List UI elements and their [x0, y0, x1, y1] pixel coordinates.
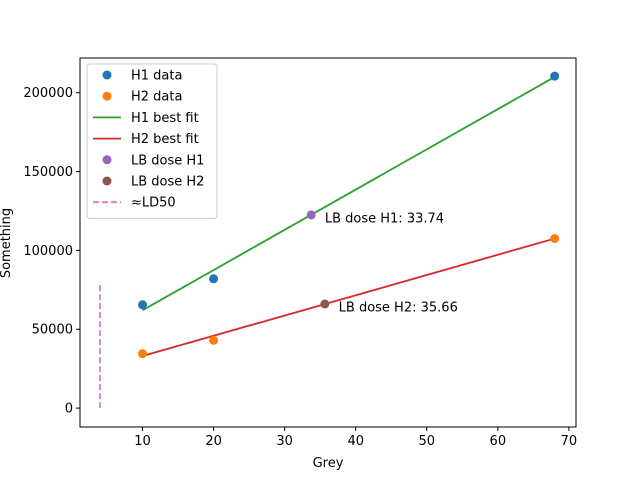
annotation-label: LB dose H1: 33.74	[325, 212, 444, 227]
point-h1-data	[138, 300, 148, 310]
point-lb-dose-h1	[306, 210, 316, 220]
x-tick-label: 10	[134, 434, 151, 449]
legend-entry: LB dose H1	[131, 153, 204, 168]
legend-marker	[102, 91, 112, 101]
x-tick-label: 20	[205, 434, 222, 449]
legend-entry: H2 best fit	[131, 132, 199, 147]
legend-entry: ≈LD50	[131, 196, 176, 211]
y-tick-label: 150000	[23, 165, 73, 180]
annotation-label: LB dose H2: 35.66	[339, 301, 458, 316]
legend-entry: LB dose H2	[131, 175, 204, 190]
x-tick-label: 70	[561, 434, 578, 449]
y-axis-ticks: 0 50000 100000 150000 200000	[23, 86, 80, 417]
point-h1-data	[550, 71, 560, 81]
legend-box	[86, 63, 218, 219]
legend-entry: H2 data	[131, 90, 182, 105]
legend: H1 data H2 data H1 best fit H2 best fit LB d…	[86, 63, 218, 219]
y-tick-label: 100000	[23, 244, 73, 259]
x-axis-ticks: 10 20 30 40 50 60 70	[134, 427, 577, 449]
y-tick-label: 0	[65, 402, 73, 417]
legend-entry: H1 best fit	[131, 111, 199, 126]
point-h2-data	[550, 234, 560, 244]
x-tick-label: 40	[347, 434, 364, 449]
legend-marker	[102, 155, 112, 165]
legend-marker	[102, 70, 112, 80]
series-layer	[98, 71, 560, 409]
point-h2-data	[138, 349, 148, 359]
point-h2-data	[209, 335, 219, 345]
x-axis-label: Grey	[313, 456, 344, 471]
y-axis-label: Something	[0, 208, 14, 278]
legend-entry: H1 data	[131, 69, 182, 84]
annotation-layer: LB dose H1: 33.74 LB dose H2: 35.66	[325, 212, 458, 316]
line-h1-best-fit	[142, 76, 556, 312]
y-tick-label: 200000	[23, 86, 73, 101]
point-lb-dose-h2	[320, 299, 330, 309]
x-tick-label: 30	[276, 434, 293, 449]
x-tick-label: 60	[490, 434, 507, 449]
point-h1-data	[209, 274, 219, 284]
x-tick-label: 50	[419, 434, 436, 449]
y-tick-label: 50000	[32, 323, 73, 338]
legend-marker	[102, 176, 112, 186]
